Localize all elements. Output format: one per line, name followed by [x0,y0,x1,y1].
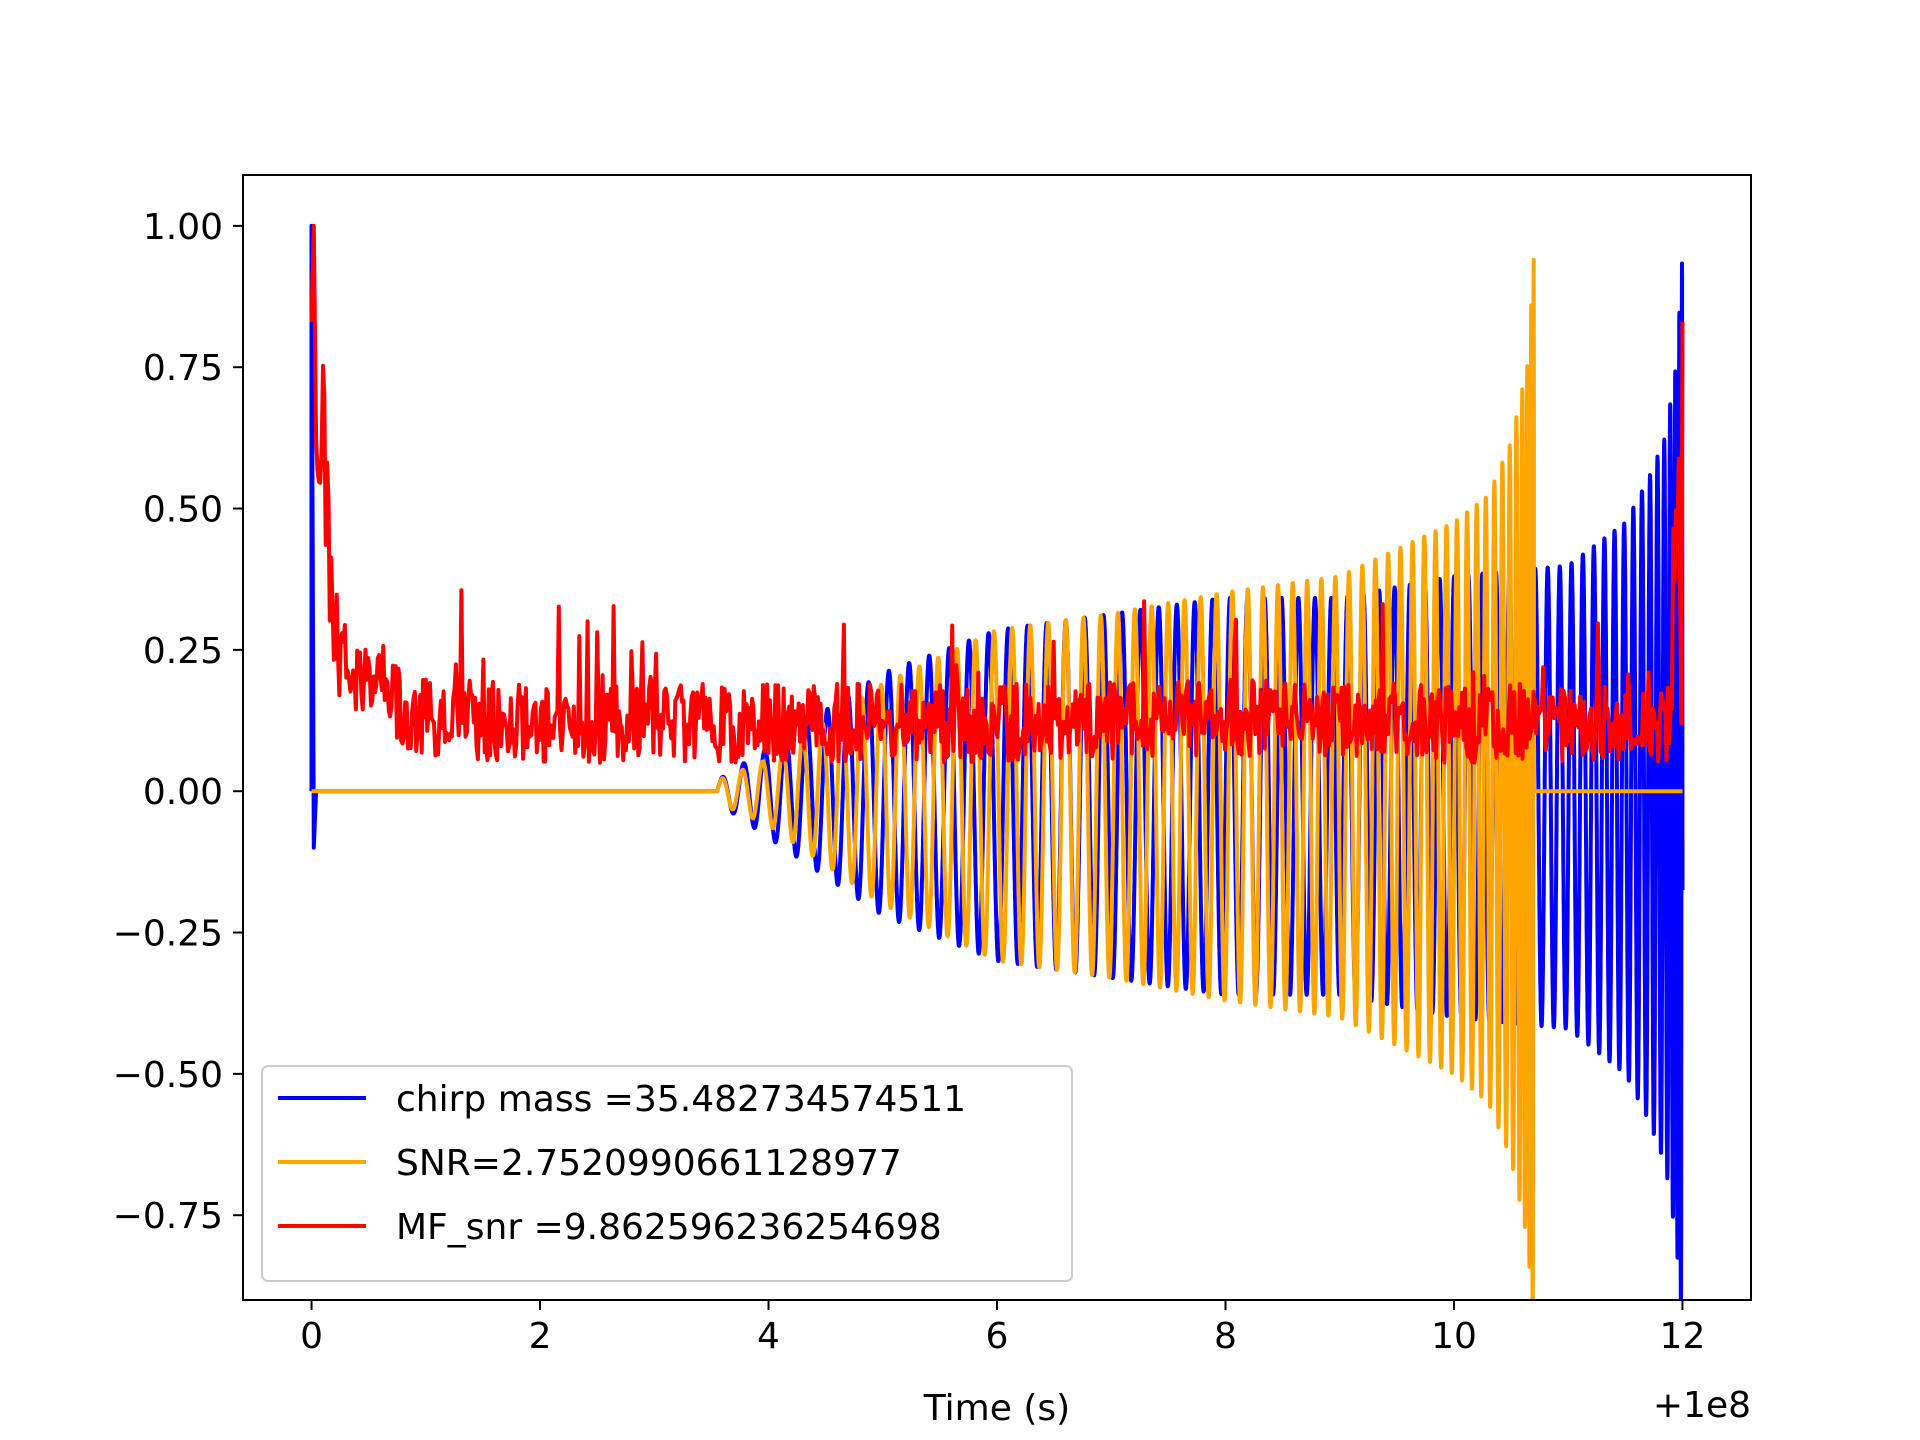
x-tick-label: 0 [300,1316,323,1357]
plot-series [309,223,1685,1300]
y-tick-label: −0.25 [113,914,223,955]
legend-label: SNR=2.7520990661128977 [396,1143,902,1184]
y-tick-label: 0.50 [143,490,223,531]
x-tick-label: 10 [1431,1316,1477,1357]
x-tick-label: 6 [986,1316,1009,1357]
legend-label: MF_snr =9.862596236254698 [396,1207,942,1248]
y-tick-label: −0.75 [113,1196,223,1237]
x-axis-offset-label: +1e8 [1653,1385,1751,1426]
y-tick-label: 0.75 [143,348,223,389]
series-line-mf-snr [309,223,1685,765]
legend-label: chirp mass =35.482734574511 [396,1079,966,1120]
x-axis: 0 2 4 6 8 10 12 [300,1300,1705,1357]
x-axis-label: Time (s) [923,1388,1070,1429]
legend: chirp mass =35.482734574511 SNR=2.7520990… [261,1065,1073,1282]
series-line-snr [311,257,1683,1300]
legend-box [261,1065,1073,1282]
x-tick-label: 8 [1214,1316,1237,1357]
y-axis: 1.00 0.75 0.50 0.25 0.00 −0.25 −0.50 −0.75 [113,207,243,1237]
x-tick-label: 4 [757,1316,780,1357]
y-tick-label: −0.50 [113,1055,223,1096]
x-tick-label: 2 [529,1316,552,1357]
y-tick-label: 0.25 [143,631,223,672]
y-tick-label: 0.00 [143,772,223,813]
x-tick-label: 12 [1660,1316,1706,1357]
y-tick-label: 1.00 [143,207,223,248]
